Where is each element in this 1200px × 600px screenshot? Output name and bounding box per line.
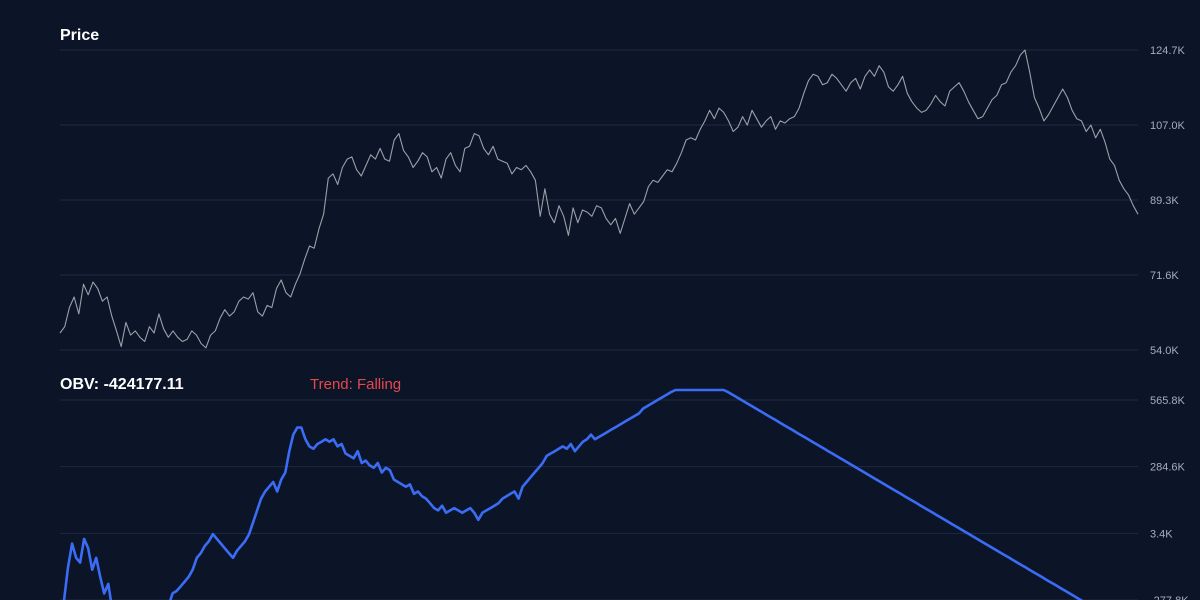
obv-y-tick-label: 284.6K bbox=[1150, 462, 1186, 474]
price-axis-ticks: 124.7K 107.0K 89.3K 71.6K 54.0K bbox=[1150, 45, 1186, 357]
obv-trend-label: Trend: Falling bbox=[310, 376, 401, 393]
price-series-line bbox=[59, 49, 1139, 349]
price-panel: Price 124.7K 107.0K 89.3K 71.6K 54.0K bbox=[59, 27, 1186, 357]
price-y-tick-label: 107.0K bbox=[1150, 120, 1186, 132]
obv-y-tick-label: 3.4K bbox=[1150, 528, 1173, 540]
obv-panel: OBV: -424177.11 Trend: Falling 565.8K 284… bbox=[60, 376, 1189, 600]
obv-axis-ticks: 565.8K 284.6K 3.4K -277.8K bbox=[1150, 395, 1189, 600]
price-y-tick-label: 89.3K bbox=[1150, 195, 1179, 207]
obv-title: OBV: -424177.11 bbox=[60, 376, 184, 393]
obv-y-tick-label: 565.8K bbox=[1150, 395, 1186, 407]
price-grid bbox=[60, 49, 1138, 351]
price-y-tick-label: 54.0K bbox=[1150, 345, 1179, 357]
price-y-tick-label: 124.7K bbox=[1150, 45, 1186, 57]
price-y-tick-label: 71.6K bbox=[1150, 270, 1179, 282]
obv-y-tick-label: -277.8K bbox=[1150, 595, 1189, 600]
obv-grid bbox=[60, 399, 1138, 600]
obv-series-line bbox=[62, 388, 1084, 600]
price-title: Price bbox=[60, 27, 99, 44]
